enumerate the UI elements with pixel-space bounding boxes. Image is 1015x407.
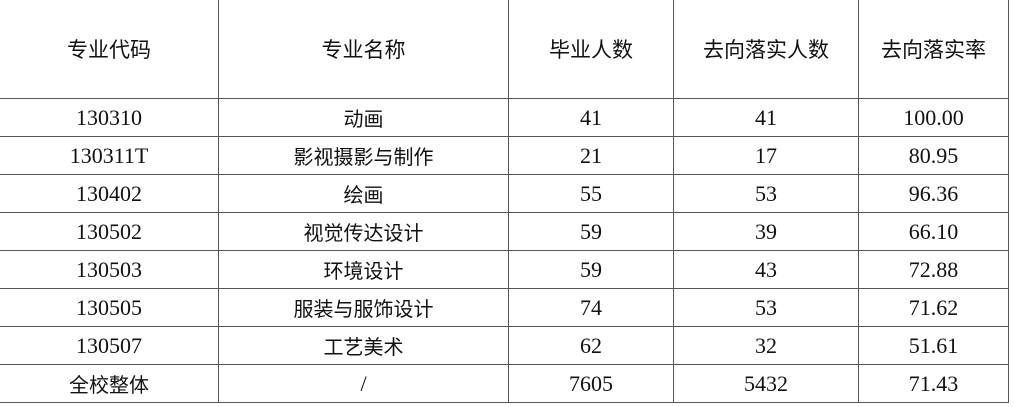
cell-major-code: 全校整体 (0, 364, 219, 403)
cell-placement-rate: 66.10 (858, 212, 1009, 251)
table-row: 130402 绘画 55 53 96.36 (0, 174, 1009, 213)
cell-graduates: 21 (508, 136, 674, 175)
cell-graduates: 55 (508, 174, 674, 213)
cell-major-code: 130311T (0, 136, 219, 175)
header-placed: 去向落实人数 (673, 0, 859, 99)
cell-placed: 41 (673, 98, 859, 137)
header-major-code: 专业代码 (0, 0, 219, 99)
cell-major-code: 130502 (0, 212, 219, 251)
cell-placed: 17 (673, 136, 859, 175)
cell-placement-rate: 96.36 (858, 174, 1009, 213)
table-header-row: 专业代码 专业名称 毕业人数 去向落实人数 去向落实率 (0, 0, 1009, 99)
table-row: 130507 工艺美术 62 32 51.61 (0, 326, 1009, 365)
table-row: 130310 动画 41 41 100.00 (0, 98, 1009, 137)
cell-placement-rate: 100.00 (858, 98, 1009, 137)
cell-major-code: 130505 (0, 288, 219, 327)
header-major-name: 专业名称 (218, 0, 509, 99)
cell-placement-rate: 72.88 (858, 250, 1009, 289)
cell-major-name: / (218, 364, 509, 403)
cell-major-name: 绘画 (218, 174, 509, 213)
cell-placed: 39 (673, 212, 859, 251)
table-row: 130311T 影视摄影与制作 21 17 80.95 (0, 136, 1009, 175)
table-row: 130502 视觉传达设计 59 39 66.10 (0, 212, 1009, 251)
cell-major-name: 环境设计 (218, 250, 509, 289)
cell-major-name: 动画 (218, 98, 509, 137)
cell-placement-rate: 80.95 (858, 136, 1009, 175)
cell-placed: 5432 (673, 364, 859, 403)
cell-major-name: 服装与服饰设计 (218, 288, 509, 327)
cell-placed: 53 (673, 288, 859, 327)
table-row: 130505 服装与服饰设计 74 53 71.62 (0, 288, 1009, 327)
cell-major-code: 130402 (0, 174, 219, 213)
header-placement-rate: 去向落实率 (858, 0, 1009, 99)
cell-graduates: 59 (508, 250, 674, 289)
cell-major-code: 130503 (0, 250, 219, 289)
cell-graduates: 74 (508, 288, 674, 327)
table-row: 全校整体/7605 5432 71.43 (0, 364, 1009, 403)
cell-graduates: 41 (508, 98, 674, 137)
cell-graduates: 62 (508, 326, 674, 365)
cell-placement-rate: 71.62 (858, 288, 1009, 327)
cell-placed: 53 (673, 174, 859, 213)
cell-placed: 32 (673, 326, 859, 365)
cell-placement-rate: 51.61 (858, 326, 1009, 365)
cell-major-name: 影视摄影与制作 (218, 136, 509, 175)
cell-major-code: 130507 (0, 326, 219, 365)
cell-graduates: 7605 (508, 364, 674, 403)
cell-graduates: 59 (508, 212, 674, 251)
cell-major-name: 工艺美术 (218, 326, 509, 365)
cell-major-name: 视觉传达设计 (218, 212, 509, 251)
header-graduates: 毕业人数 (508, 0, 674, 99)
table-row: 130503 环境设计 59 43 72.88 (0, 250, 1009, 289)
cell-placed: 43 (673, 250, 859, 289)
cell-major-code: 130310 (0, 98, 219, 137)
cell-placement-rate: 71.43 (858, 364, 1009, 403)
